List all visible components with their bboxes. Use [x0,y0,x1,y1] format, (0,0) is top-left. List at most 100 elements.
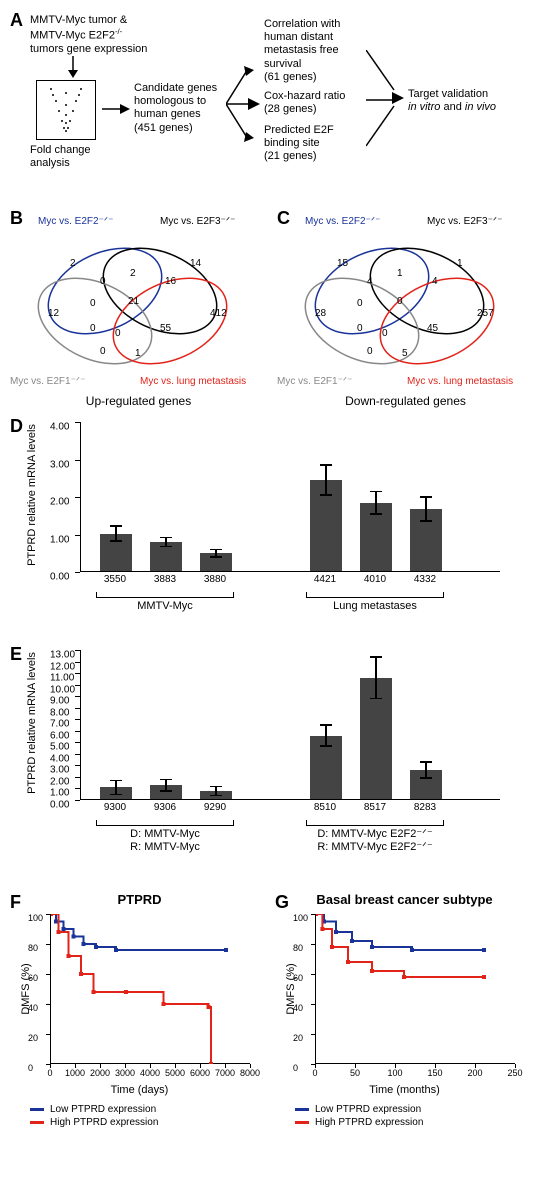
svg-text:0: 0 [90,323,96,334]
ytick-mark [75,673,80,674]
group-label: D: MMTV-Myc E2F2⁻ᐟ⁻R: MMTV-Myc E2F2⁻ᐟ⁻ [300,828,450,854]
surv-xtick-mark [515,1064,516,1068]
g-legend: Low PTPRD expression High PTPRD expressi… [295,1104,423,1130]
figure-root: A MMTV-Myc tumor & MMTV-Myc E2F2-/- tumo… [10,10,534,1152]
censor-mark [350,939,354,943]
error-cap [210,786,222,788]
ytick-mark [75,777,80,778]
censor-mark [482,948,486,952]
group-brace [306,820,444,826]
group-label: Lung metastases [300,600,450,612]
venn-b-diagram: 2 14 0 2 16 12 0 21 412 0 0 55 0 1 [20,226,260,386]
target-box: Target validation in vitro and in vivo [408,88,496,114]
error-cap [320,745,332,747]
legend-high-swatch [30,1121,44,1124]
svg-text:1: 1 [135,348,141,359]
survival-curve [316,914,484,950]
legend-high-text-g: High PTPRD expression [315,1117,423,1128]
x-sample-label: 9306 [145,802,185,813]
surv-xtick: 50 [340,1068,370,1078]
svg-text:1: 1 [397,268,403,279]
panel-d-label: D [10,416,23,437]
ytick-label: 8.00 [50,707,69,718]
censor-mark [162,1002,166,1006]
panel-f: F PTPRD DMFS (%) Time (days) Low PTPRD e… [10,892,269,1152]
surv-xtick: 250 [500,1068,530,1078]
legend-high-swatch-g [295,1121,309,1124]
surv-xtick-mark [75,1064,76,1068]
surv-ytick: 40 [293,1003,303,1013]
legend-high-g: High PTPRD expression [295,1117,423,1128]
ytick-mark [75,719,80,720]
surv-xtick-mark [315,1064,316,1068]
legend-low: Low PTPRD expression [30,1104,158,1115]
svg-text:4: 4 [432,276,438,287]
censor-mark [72,935,76,939]
e-ylabel: PTPRD relative mRNA levels [26,648,38,798]
censor-mark [82,942,86,946]
censor-mark [67,954,71,958]
panel-d: D PTPRD relative mRNA levels 0.001.002.0… [10,416,534,636]
surv-xtick: 150 [420,1068,450,1078]
legend-low-text-g: Low PTPRD expression [315,1104,421,1115]
x-sample-label: 3550 [95,574,135,585]
corr-box: Correlation with human distant metastasi… [264,18,340,84]
error-bar [425,762,427,778]
ytick-label: 4.00 [50,753,69,764]
censor-mark [62,927,66,931]
surv-ytick-mark [46,944,50,945]
surv-xtick: 8000 [235,1068,265,1078]
surv-ytick: 100 [28,913,43,923]
ytick-label: 10.00 [50,684,75,695]
x-sample-label: 3883 [145,574,185,585]
ytick-label: 5.00 [50,742,69,753]
svg-text:0: 0 [357,323,363,334]
censor-mark [92,990,96,994]
svg-text:55: 55 [160,323,172,334]
error-cap [160,779,172,781]
surv-ytick-mark [311,974,315,975]
ytick-label: 2.00 [50,776,69,787]
panel-e: E PTPRD relative mRNA levels 0.001.002.0… [10,644,534,884]
ytick-label: 13.00 [50,650,75,661]
panel-bc-row: B Myc vs. E2F2⁻ᐟ⁻ Myc vs. E2F3⁻ᐟ⁻ Myc vs… [10,208,534,408]
surv-g-chart [315,914,515,1064]
group-brace [306,592,444,598]
censor-mark [224,948,228,952]
censor-mark [79,972,83,976]
surv-ytick-mark [46,1034,50,1035]
panel-c: C Myc vs. E2F2⁻ᐟ⁻ Myc vs. E2F3⁻ᐟ⁻ Myc vs… [277,208,534,408]
error-cap [110,780,122,782]
svg-text:2: 2 [70,258,76,269]
venn-b-caption: Up-regulated genes [10,394,267,408]
error-cap [370,513,382,515]
panel-e-label: E [10,644,22,665]
ytick-mark [75,535,80,536]
surv-xtick-mark [395,1064,396,1068]
error-bar [325,725,327,746]
ytick-mark [75,788,80,789]
d-ylabel: PTPRD relative mRNA levels [26,420,38,570]
censor-mark [402,975,406,979]
ytick-label: 11.00 [50,673,74,684]
error-cap [370,698,382,700]
surv-xtick-mark [150,1064,151,1068]
svg-text:12: 12 [48,308,60,319]
surv-ytick: 60 [293,973,303,983]
censor-mark [114,948,118,952]
f-xlabel: Time (days) [10,1084,269,1096]
error-cap [370,656,382,658]
error-cap [210,549,222,551]
svg-text:1: 1 [457,258,463,269]
survival-curve [51,914,226,950]
x-sample-label: 8517 [355,802,395,813]
group-brace [96,820,234,826]
svg-text:0: 0 [90,298,96,309]
three-way-arrows-icon [226,64,260,144]
surv-ytick-mark [311,944,315,945]
censor-mark [346,960,350,964]
ytick-mark [75,754,80,755]
box1-l1: MMTV-Myc tumor & [30,14,147,27]
error-cap [420,777,432,779]
error-bar [115,781,117,795]
